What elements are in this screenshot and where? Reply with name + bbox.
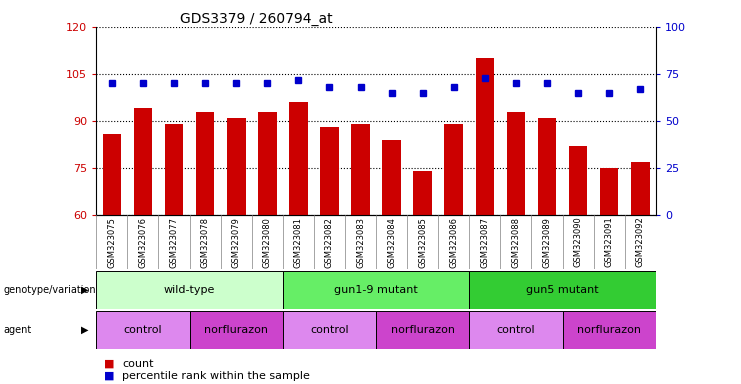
Text: GSM323089: GSM323089 [542,217,551,268]
Bar [469,311,562,349]
Bar [562,311,656,349]
Bar [190,311,283,349]
Bar [507,112,525,215]
Bar [133,108,152,215]
Text: control: control [496,325,535,335]
Text: GSM323090: GSM323090 [574,217,582,267]
Text: ▶: ▶ [82,285,89,295]
Text: percentile rank within the sample: percentile rank within the sample [122,371,310,381]
Text: gun1-9 mutant: gun1-9 mutant [334,285,418,295]
Bar [165,124,183,215]
Bar [320,127,339,215]
Text: GSM323078: GSM323078 [201,217,210,268]
Text: ■: ■ [104,371,114,381]
Text: ■: ■ [104,359,114,369]
Bar [469,271,656,309]
Bar [102,134,122,215]
Text: norflurazon: norflurazon [205,325,268,335]
Text: GSM323081: GSM323081 [294,217,303,268]
Bar [258,112,276,215]
Text: GDS3379 / 260794_at: GDS3379 / 260794_at [180,12,333,26]
Bar [289,102,308,215]
Bar [227,118,245,215]
Text: GSM323077: GSM323077 [170,217,179,268]
Text: GSM323082: GSM323082 [325,217,334,268]
Bar [599,168,619,215]
Bar [283,271,469,309]
Text: genotype/variation: genotype/variation [4,285,96,295]
Text: GSM323075: GSM323075 [107,217,116,268]
Text: gun5 mutant: gun5 mutant [526,285,599,295]
Bar [96,311,190,349]
Text: GSM323086: GSM323086 [449,217,458,268]
Bar [196,112,214,215]
Text: GSM323088: GSM323088 [511,217,520,268]
Text: GSM323091: GSM323091 [605,217,614,267]
Text: GSM323079: GSM323079 [232,217,241,268]
Text: GSM323087: GSM323087 [480,217,489,268]
Text: GSM323080: GSM323080 [263,217,272,268]
Bar [569,146,588,215]
Text: ▶: ▶ [82,325,89,335]
Text: count: count [122,359,154,369]
Bar [96,271,283,309]
Bar [476,58,494,215]
Text: GSM323084: GSM323084 [387,217,396,268]
Bar [351,124,370,215]
Text: control: control [124,325,162,335]
Text: GSM323092: GSM323092 [636,217,645,267]
Text: wild-type: wild-type [164,285,215,295]
Text: GSM323083: GSM323083 [356,217,365,268]
Text: agent: agent [4,325,32,335]
Bar [445,124,463,215]
Bar [538,118,556,215]
Text: control: control [310,325,349,335]
Bar [382,140,401,215]
Bar [413,171,432,215]
Text: GSM323076: GSM323076 [139,217,147,268]
Text: norflurazon: norflurazon [391,325,455,335]
Bar [283,311,376,349]
Text: GSM323085: GSM323085 [418,217,427,268]
Bar [376,311,469,349]
Text: norflurazon: norflurazon [577,325,641,335]
Bar [631,162,650,215]
